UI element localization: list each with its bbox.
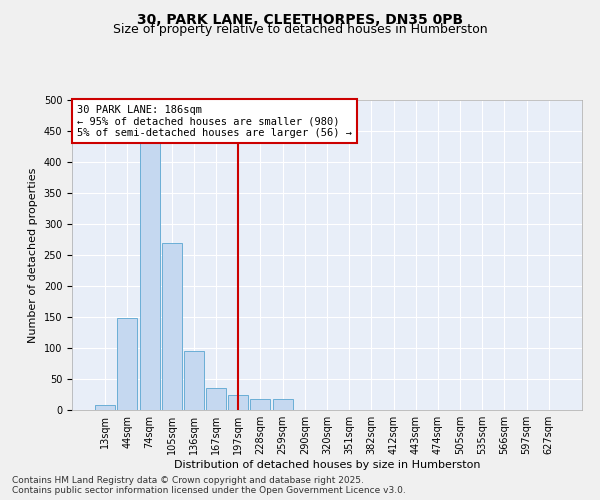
Text: Size of property relative to detached houses in Humberston: Size of property relative to detached ho… — [113, 22, 487, 36]
Bar — [95, 405, 115, 410]
Bar — [228, 394, 248, 410]
Bar — [272, 399, 293, 410]
Text: 30 PARK LANE: 186sqm
← 95% of detached houses are smaller (980)
5% of semi-detac: 30 PARK LANE: 186sqm ← 95% of detached h… — [77, 104, 352, 138]
Bar — [140, 144, 160, 410]
X-axis label: Distribution of detached houses by size in Humberston: Distribution of detached houses by size … — [174, 460, 480, 470]
Y-axis label: Number of detached properties: Number of detached properties — [28, 168, 38, 342]
Bar — [206, 388, 226, 410]
Bar — [184, 351, 204, 410]
Bar — [250, 399, 271, 410]
Text: 30, PARK LANE, CLEETHORPES, DN35 0PB: 30, PARK LANE, CLEETHORPES, DN35 0PB — [137, 12, 463, 26]
Bar — [118, 318, 137, 410]
Text: Contains HM Land Registry data © Crown copyright and database right 2025.
Contai: Contains HM Land Registry data © Crown c… — [12, 476, 406, 495]
Bar — [162, 242, 182, 410]
